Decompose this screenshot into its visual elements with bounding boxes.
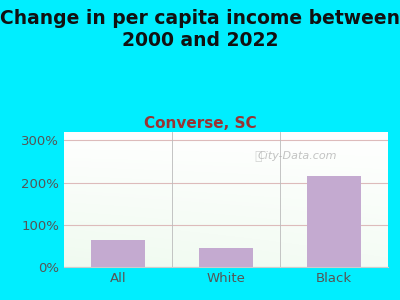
Bar xyxy=(91,240,145,267)
Bar xyxy=(307,176,361,267)
Text: City-Data.com: City-Data.com xyxy=(258,151,337,161)
Text: ⓘ: ⓘ xyxy=(255,150,262,163)
Text: Change in per capita income between
2000 and 2022: Change in per capita income between 2000… xyxy=(0,9,400,50)
Text: Converse, SC: Converse, SC xyxy=(144,116,256,130)
Bar xyxy=(199,248,253,267)
